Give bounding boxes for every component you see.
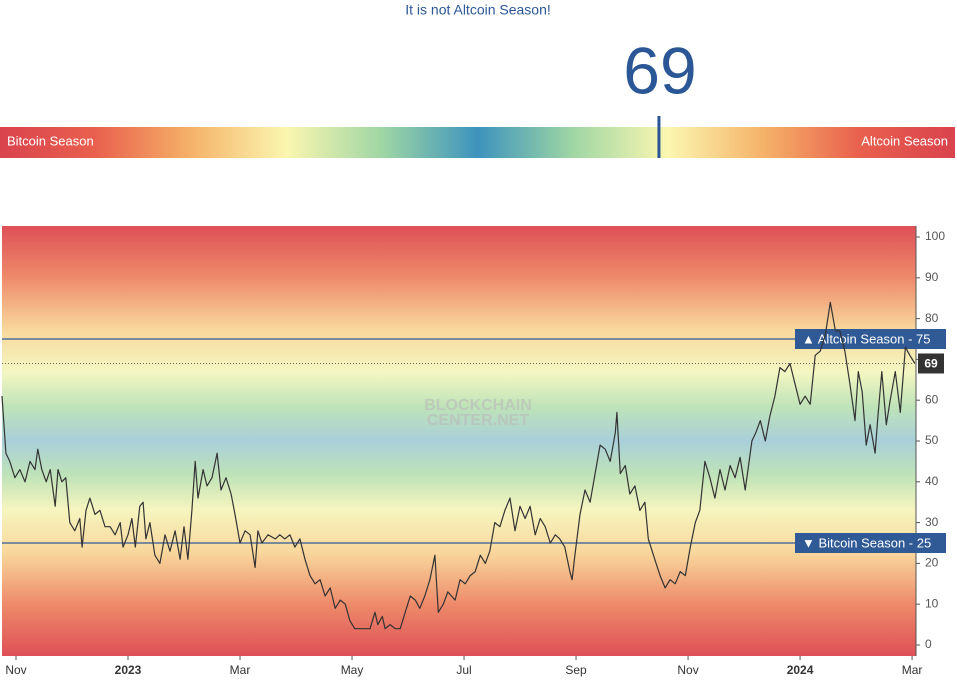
reference-label-box [795,532,946,553]
data-line [1,301,916,630]
gauge-right-label: Altcoin Season [861,133,948,148]
x-tick-label: Nov [677,663,698,677]
x-tick-label: Mar [230,663,251,677]
y-tick-label: 10 [925,596,939,610]
y-tick-label: 0 [925,637,932,651]
reference-label: ▼ Bitcoin Season - 25 [802,535,931,550]
current-value-box [918,353,944,374]
x-tick-label: Nov [5,663,26,677]
headline: It is not Altcoin Season! [405,2,551,18]
gauge-value: 69 [623,33,696,107]
gauge-bar [0,127,955,158]
y-tick-label: 90 [925,270,939,284]
x-tick-label: 2023 [115,663,142,677]
y-tick-label: 50 [925,433,939,447]
x-tick-label: Sep [565,663,587,677]
x-tick-label: May [341,663,364,677]
y-tick-label: 60 [925,392,939,406]
watermark: CENTER.NET [427,412,529,429]
watermark: BLOCKCHAIN [424,397,532,414]
plot-background [2,226,916,656]
y-tick-label: 40 [925,474,939,488]
x-tick-label: Mar [902,663,923,677]
y-tick-label: 80 [925,311,939,325]
reference-label-box [795,329,946,350]
y-tick-label: 30 [925,515,939,529]
reference-label: ▲ Altcoin Season - 75 [802,331,931,346]
y-tick-label: 100 [925,229,945,243]
x-tick-label: 2024 [787,663,814,677]
gauge-left-label: Bitcoin Season [7,133,94,148]
current-value-label: 69 [924,357,938,371]
x-tick-label: Jul [456,663,471,677]
y-tick-label: 20 [925,556,939,570]
